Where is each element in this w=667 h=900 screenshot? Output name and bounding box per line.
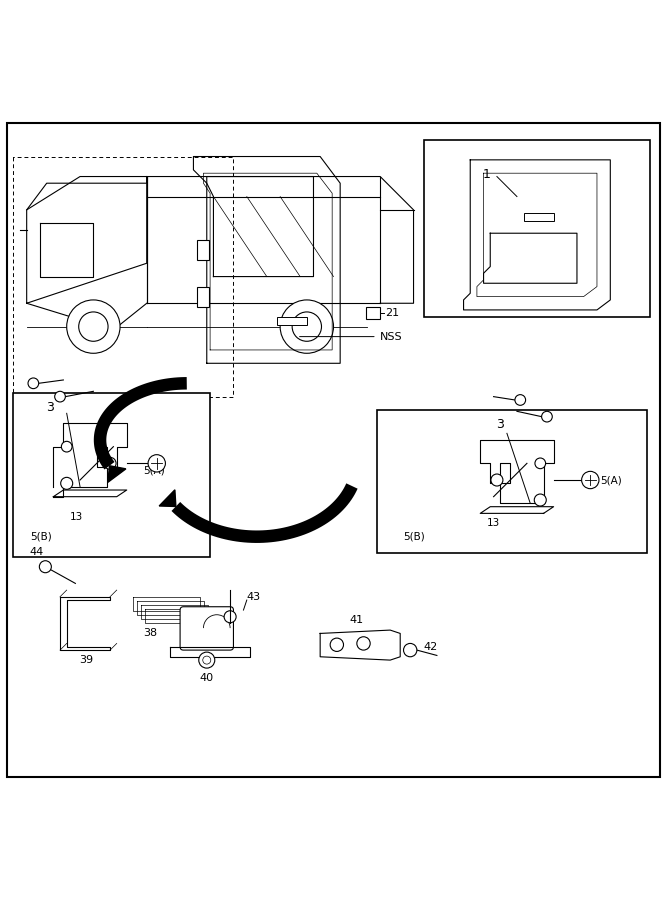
Text: 3: 3	[496, 418, 504, 431]
Bar	[424, 140, 650, 317]
Text: 3: 3	[46, 401, 54, 415]
Circle shape	[199, 652, 215, 668]
Circle shape	[39, 561, 51, 572]
Bar	[197, 240, 209, 260]
Bar	[377, 410, 647, 554]
Text: 40: 40	[199, 673, 214, 683]
Text: NSS: NSS	[380, 331, 403, 342]
Circle shape	[55, 392, 65, 402]
Bar	[366, 307, 380, 319]
Text: 13: 13	[70, 512, 83, 522]
Polygon shape	[108, 465, 126, 482]
Text: 13: 13	[487, 518, 500, 528]
Text: 44: 44	[29, 546, 44, 557]
Circle shape	[67, 300, 120, 354]
Text: 39: 39	[79, 655, 94, 665]
Text: 5(A): 5(A)	[600, 475, 622, 485]
Circle shape	[357, 637, 370, 650]
Circle shape	[542, 411, 552, 422]
Circle shape	[104, 457, 116, 469]
Bar	[277, 317, 307, 325]
Polygon shape	[13, 540, 647, 777]
Circle shape	[330, 638, 344, 652]
Circle shape	[491, 474, 503, 486]
Circle shape	[280, 300, 334, 354]
Circle shape	[515, 394, 526, 405]
Circle shape	[470, 243, 478, 250]
Circle shape	[582, 472, 599, 489]
Bar	[197, 286, 209, 307]
Circle shape	[292, 312, 321, 341]
Circle shape	[470, 222, 478, 230]
Text: 21: 21	[386, 308, 400, 318]
Circle shape	[470, 202, 478, 211]
Polygon shape	[159, 490, 176, 507]
Text: 43: 43	[247, 591, 261, 602]
Text: 42: 42	[424, 642, 438, 652]
Circle shape	[28, 378, 39, 389]
Circle shape	[61, 477, 73, 490]
Text: 5(B): 5(B)	[404, 532, 426, 542]
Circle shape	[535, 458, 546, 469]
Circle shape	[224, 611, 236, 623]
Circle shape	[79, 312, 108, 341]
Circle shape	[203, 656, 211, 664]
Circle shape	[148, 454, 165, 472]
Circle shape	[404, 644, 417, 657]
Text: 1: 1	[483, 168, 491, 181]
Text: 5(B): 5(B)	[30, 532, 52, 542]
Bar	[13, 393, 210, 557]
Text: 5(A): 5(A)	[143, 465, 165, 475]
Text: 41: 41	[350, 615, 364, 625]
Circle shape	[61, 441, 72, 452]
Circle shape	[470, 263, 478, 271]
Bar	[524, 213, 554, 221]
Text: 38: 38	[143, 628, 157, 638]
Circle shape	[534, 494, 546, 506]
FancyBboxPatch shape	[180, 607, 233, 650]
